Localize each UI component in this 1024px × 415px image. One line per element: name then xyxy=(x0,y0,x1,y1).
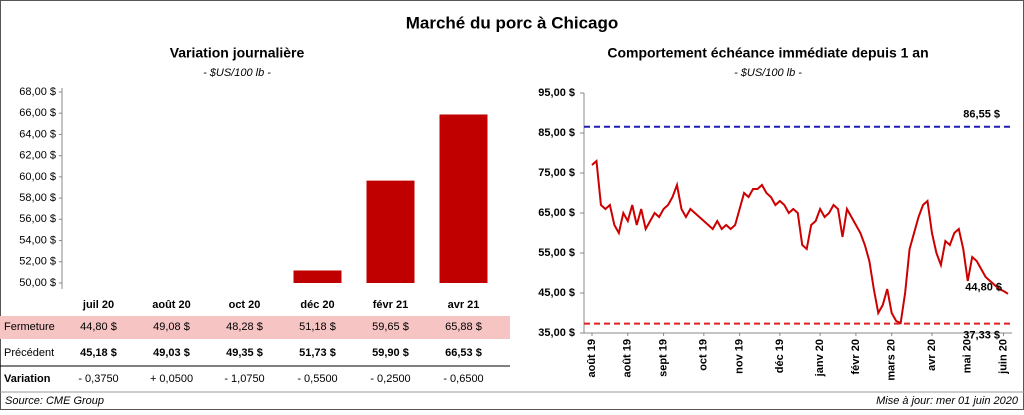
page-title: Marché du porc à Chicago xyxy=(406,13,619,32)
y-tick-label: 85,00 $ xyxy=(538,127,575,139)
table-cell: 48,28 $ xyxy=(226,321,263,333)
y-tick-label: 55,00 $ xyxy=(538,247,575,259)
y-tick-label: 60,00 $ xyxy=(19,171,56,183)
y-tick-label: 62,00 $ xyxy=(19,150,56,162)
table-cell: - 0,5500 xyxy=(297,373,337,385)
table-cell: 59,65 $ xyxy=(372,321,409,333)
row-label: Variation xyxy=(4,373,51,385)
table-cell: 51,73 $ xyxy=(299,347,336,359)
bar xyxy=(366,180,415,283)
x-tick-label: oct 20 xyxy=(229,299,261,311)
updated: Mise à jour: mer 01 juin 2020 xyxy=(876,395,1019,407)
y-tick-label: 54,00 $ xyxy=(19,234,56,246)
y-tick-label: 52,00 $ xyxy=(19,256,56,268)
reference-label: 86,55 $ xyxy=(963,109,1000,121)
y-tick-label: 35,00 $ xyxy=(538,327,575,339)
y-tick-label: 95,00 $ xyxy=(538,87,575,99)
x-tick-label: avr 21 xyxy=(448,299,480,311)
x-tick-label: juil 20 xyxy=(82,299,114,311)
line-subtitle: - $US/100 lb - xyxy=(734,67,802,79)
y-tick-label: 56,00 $ xyxy=(19,213,56,225)
x-tick-label: mars 20 xyxy=(886,339,898,381)
table-cell: - 0,6500 xyxy=(443,373,483,385)
x-tick-label: août 20 xyxy=(152,299,191,311)
row-label: Précédent xyxy=(4,347,54,359)
table-cell: + 0,0500 xyxy=(150,373,193,385)
y-tick-label: 66,00 $ xyxy=(19,107,56,119)
y-tick-label: 65,00 $ xyxy=(538,207,575,219)
x-tick-label: août 19 xyxy=(586,339,598,378)
table-cell: 59,90 $ xyxy=(372,347,409,359)
source: Source: CME Group xyxy=(5,395,104,407)
table-cell: 49,35 $ xyxy=(226,347,263,359)
x-tick-label: janv 20 xyxy=(814,339,826,377)
x-tick-label: avr 20 xyxy=(926,339,938,371)
x-tick-label: août 19 xyxy=(622,339,634,378)
last-value-label: 44,80 $ xyxy=(965,282,1002,294)
x-tick-label: juin 20 xyxy=(997,339,1009,375)
table-cell: - 0,2500 xyxy=(370,373,410,385)
y-tick-label: 50,00 $ xyxy=(19,277,56,289)
x-tick-label: févr 21 xyxy=(373,299,408,311)
x-tick-label: mai 20 xyxy=(962,339,974,373)
table-cell: 49,03 $ xyxy=(153,347,190,359)
bar-subtitle: - $US/100 lb - xyxy=(203,67,271,79)
fermeture-row-bg xyxy=(0,316,510,339)
y-tick-label: 68,00 $ xyxy=(19,86,56,98)
table-cell: - 1,0750 xyxy=(224,373,264,385)
table-cell: 51,18 $ xyxy=(299,321,336,333)
table-cell: 49,08 $ xyxy=(153,321,190,333)
table-cell: 45,18 $ xyxy=(80,347,117,359)
table-cell: - 0,3750 xyxy=(78,373,118,385)
table-cell: 66,53 $ xyxy=(445,347,482,359)
table-cell: 44,80 $ xyxy=(80,321,117,333)
bar xyxy=(293,270,342,283)
line-title: Comportement échéance immédiate depuis 1… xyxy=(607,45,928,61)
y-tick-label: 58,00 $ xyxy=(19,192,56,204)
x-tick-label: oct 19 xyxy=(698,339,710,371)
x-tick-label: déc 19 xyxy=(774,339,786,373)
x-tick-label: nov 19 xyxy=(734,339,746,374)
x-tick-label: déc 20 xyxy=(300,299,334,311)
row-label: Fermeture xyxy=(4,321,55,333)
y-tick-label: 75,00 $ xyxy=(538,167,575,179)
bar xyxy=(439,114,488,284)
x-tick-label: sept 19 xyxy=(657,339,669,377)
table-cell: 65,88 $ xyxy=(445,321,482,333)
bar-title: Variation journalière xyxy=(170,45,305,61)
y-tick-label: 45,00 $ xyxy=(538,287,575,299)
x-tick-label: févr 20 xyxy=(850,339,862,374)
y-tick-label: 64,00 $ xyxy=(19,128,56,140)
price-line xyxy=(591,158,1009,325)
reference-label: 37,33 $ xyxy=(963,330,1000,342)
